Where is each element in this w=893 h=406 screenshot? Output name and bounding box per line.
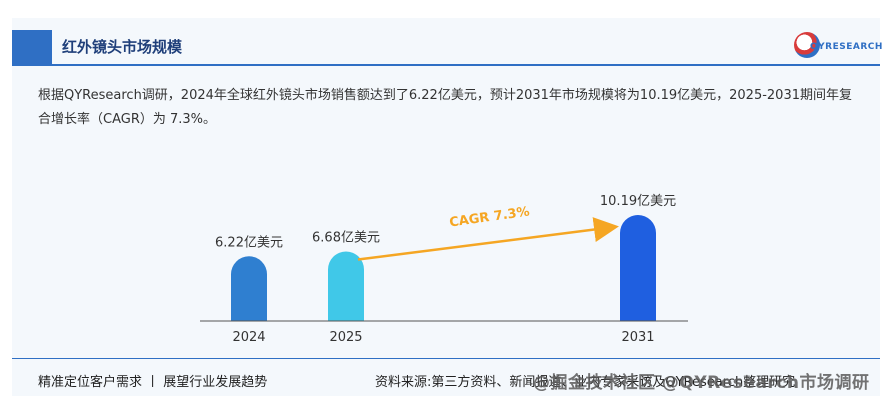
value-label-2025: 6.68亿美元: [312, 231, 380, 246]
category-label-2025: 2025: [329, 330, 362, 345]
footer-divider: [12, 358, 880, 359]
market-description: 根据QYResearch调研，2024年全球红外镜头市场销售额达到了6.22亿美…: [38, 88, 852, 127]
logo-text: QYRESEARCH: [810, 42, 883, 52]
bars-group: 6.22亿美元 2024 6.68亿美元 2025 10.19亿美元 2031: [215, 194, 676, 345]
header-accent-bar: [12, 30, 52, 66]
qyresearch-logo: QYRESEARCH: [792, 30, 882, 64]
page-title: 红外镜头市场规模: [62, 38, 183, 56]
cagr-label: CAGR 7.3%: [448, 204, 530, 230]
watermark-text: @掘金技术社区 @QYResearch市场调研: [533, 373, 870, 393]
header-divider: [12, 64, 880, 66]
bar-2031: [620, 215, 656, 321]
category-label-2024: 2024: [232, 330, 265, 345]
logo-globe-icon: [794, 32, 820, 58]
value-label-2024: 6.22亿美元: [215, 235, 283, 250]
footer-source: 资料来源:第三方资料、新闻报道、业内专家采访及QYResearch整理研究: [375, 375, 796, 390]
bar-2025: [328, 251, 365, 321]
category-label-2031: 2031: [621, 330, 654, 345]
footer-slogan: 精准定位客户需求 丨 展望行业发展趋势: [38, 375, 268, 390]
header: 红外镜头市场规模 QYRESEARCH: [12, 30, 882, 66]
chart-card: [12, 18, 880, 396]
value-label-2031: 10.19亿美元: [600, 194, 676, 209]
bar-2024: [231, 256, 267, 321]
cagr-arrow: [357, 217, 619, 261]
